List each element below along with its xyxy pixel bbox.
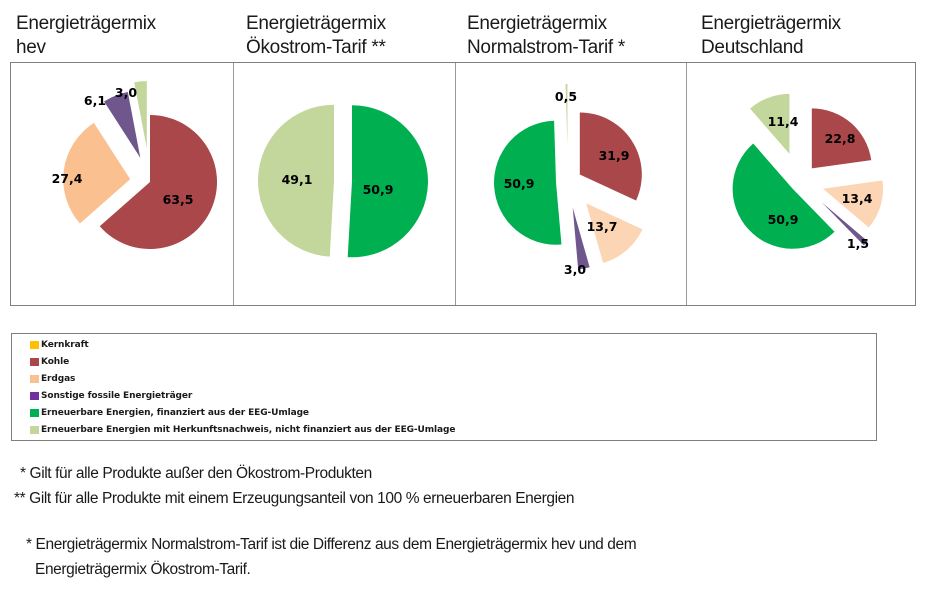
chart-title-line1: Energieträgermix: [467, 13, 607, 34]
pie-data-label: 50,9: [768, 212, 799, 227]
pie-slice-erneuerbare-energien-mit-herkunftsnachweis-nicht-finanziert-aus-der-eeg-umlage: [258, 104, 335, 257]
chart-title-line1: Energieträgermix: [246, 13, 386, 34]
chart-title-hev: Energieträgermix hev: [16, 12, 156, 60]
pie-slice-kohle: [99, 115, 217, 250]
chart-title-line2: Ökostrom-Tarif **: [246, 37, 386, 58]
footnote-normalstrom-line2: Energieträgermix Ökostrom-Tarif.: [35, 561, 251, 578]
chart-grid: [10, 62, 916, 306]
legend-item-sonstige: Sonstige fossile Energieträger: [30, 388, 192, 404]
legend-swatch: [30, 409, 39, 417]
legend-item-kohle: Kohle: [30, 354, 69, 370]
legend-item-kernkraft: Kernkraft: [30, 337, 89, 353]
cell-divider: [233, 63, 234, 305]
pie-data-label: 13,4: [842, 191, 873, 206]
pie-labels-0: 63,5 27,4 6,1 3,0: [52, 85, 194, 207]
pie-data-label: 27,4: [52, 171, 83, 186]
pie-chart-1: 50,9 49,1: [258, 104, 428, 258]
legend-item-ee-hkn: Erneuerbare Energien mit Herkunftsnachwe…: [30, 422, 455, 438]
pie-data-label: 50,9: [504, 176, 535, 191]
chart-title-line1: Energieträgermix: [16, 13, 156, 34]
pie-data-label: 1,5: [847, 236, 869, 251]
pie-slice-kohle: [579, 112, 642, 201]
chart-title-line2: Normalstrom-Tarif *: [467, 37, 625, 58]
legend-label: Kohle: [41, 357, 70, 367]
chart-title-line1: Energieträgermix: [701, 13, 841, 34]
pie-data-label: 6,1: [84, 93, 106, 108]
pie-labels-2: 31,9 13,7 3,0 50,9 0,5: [504, 89, 630, 277]
chart-title-line2: Deutschland: [701, 37, 804, 58]
pie-slice-erneuerbare-energien-finanziert-aus-der-eeg-umlage: [494, 120, 562, 245]
pie-data-label: 22,8: [825, 131, 856, 146]
pie-charts: 63,5 27,4 6,1 3,0 50,9 49,1 31,9 13,7 3,0 50,9 0,5…: [52, 81, 884, 277]
footnote-single-star: * Gilt für alle Produkte außer den Ökost…: [20, 465, 372, 482]
pie-slice-kohle: [811, 108, 872, 169]
pie-data-label: 0,5: [555, 89, 577, 104]
legend-label: Erneuerbare Energien, finanziert aus der…: [41, 408, 309, 418]
pie-data-label: 13,7: [587, 219, 618, 234]
legend-swatch: [30, 358, 39, 366]
pie-data-label: 11,4: [768, 114, 799, 129]
pie-slice-erneuerbare-energien-mit-herkunftsnachweis-nicht-finanziert-aus-der-eeg-umlage: [134, 81, 147, 149]
chart-title-normalstrom: Energieträgermix Normalstrom-Tarif *: [467, 12, 625, 60]
footnote-normalstrom-line1: * Energieträgermix Normalstrom-Tarif ist…: [26, 536, 637, 553]
pie-chart-0: 63,5 27,4 6,1 3,0: [52, 81, 217, 250]
pie-slice-erdgas: [586, 203, 643, 263]
cell-divider: [686, 63, 687, 305]
chart-title-deutschland: Energieträgermix Deutschland: [701, 12, 841, 60]
pie-slice-erdgas: [63, 122, 131, 224]
pie-data-label: 31,9: [599, 148, 630, 163]
pie-labels-1: 50,9 49,1: [282, 172, 394, 197]
pie-slice-erneuerbare-energien-mit-herkunftsnachweis-nicht-finanziert-aus-der-eeg-umlage: [750, 93, 790, 154]
chart-title-line2: hev: [16, 37, 46, 58]
legend-label: Erneuerbare Energien mit Herkunftsnachwe…: [41, 425, 456, 435]
legend-swatch: [30, 392, 39, 400]
legend-label: Kernkraft: [41, 340, 89, 350]
pie-slice-sonstige-fossile-energieträger: [572, 207, 590, 270]
legend-item-erdgas: Erdgas: [30, 371, 75, 387]
pie-data-label: 3,0: [115, 85, 137, 100]
legend-label: Sonstige fossile Energieträger: [41, 391, 193, 401]
pie-data-label: 63,5: [163, 192, 194, 207]
legend-swatch: [30, 426, 39, 434]
pie-slice-erneuerbare-energien-finanziert-aus-der-eeg-umlage: [732, 143, 835, 249]
pie-slice-sonstige-fossile-energieträger: [821, 202, 868, 246]
pie-slice-erneuerbare-energien-finanziert-aus-der-eeg-umlage: [347, 105, 428, 258]
chart-titles: Energieträgermix hev Energieträgermix Ök…: [0, 12, 928, 62]
pie-slice-sonstige-fossile-energieträger: [104, 92, 141, 158]
pie-chart-2: 31,9 13,7 3,0 50,9 0,5: [494, 84, 643, 277]
legend-swatch: [30, 375, 39, 383]
legend-item-ee-eeg: Erneuerbare Energien, finanziert aus der…: [30, 405, 309, 421]
legend-swatch: [30, 341, 39, 349]
pie-slice-erdgas: [823, 180, 884, 228]
pie-data-label: 3,0: [564, 262, 586, 277]
legend-label: Erdgas: [41, 374, 76, 384]
legend: Kernkraft Kohle Erdgas Sonstige fossile …: [11, 333, 877, 441]
pie-chart-3: 22,8 13,4 1,5 50,9 11,4: [732, 93, 884, 251]
pie-data-label: 49,1: [282, 172, 313, 187]
pie-data-label: 50,9: [363, 182, 394, 197]
footnote-double-star: ** Gilt für alle Produkte mit einem Erze…: [14, 490, 575, 507]
pie-labels-3: 22,8 13,4 1,5 50,9 11,4: [768, 114, 873, 251]
chart-title-oekostrom: Energieträgermix Ökostrom-Tarif **: [246, 12, 386, 60]
cell-divider: [455, 63, 456, 305]
pie-slice-erneuerbare-energien-mit-herkunftsnachweis-nicht-finanziert-aus-der-eeg-umlage: [565, 84, 568, 147]
